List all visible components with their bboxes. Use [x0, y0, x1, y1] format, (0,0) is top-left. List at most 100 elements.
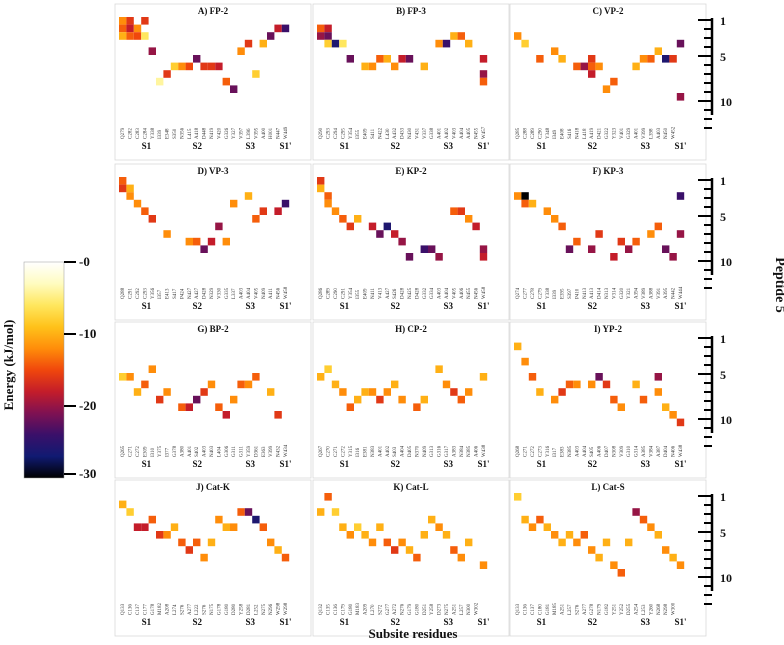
x-tick-label: V403 — [452, 127, 457, 139]
heatmap-cell — [442, 531, 451, 539]
x-tick-label: A388 — [649, 287, 654, 299]
x-tick-label: N385 — [568, 445, 573, 457]
heatmap-cell — [193, 395, 201, 404]
heatmap-cell — [324, 365, 332, 373]
x-tick-label: N430 — [408, 127, 413, 139]
heatmap-cell — [580, 62, 588, 71]
subsite-label: S2 — [588, 141, 598, 151]
heatmap-cell — [472, 222, 480, 231]
heatmap-cell — [391, 380, 399, 389]
heatmap-cell — [267, 388, 275, 396]
x-tick-label: C135 — [327, 604, 332, 615]
panel-frame — [114, 479, 312, 637]
subsite-label: S1' — [280, 459, 292, 469]
x-tick-label: E408 — [561, 128, 566, 139]
heatmap-cell — [632, 62, 640, 71]
heatmap-cell — [536, 55, 544, 63]
heatmap-cell — [126, 508, 134, 516]
x-tick-label: W444 — [679, 286, 684, 299]
heatmap-cell — [368, 222, 377, 231]
x-tick-label: G180 — [349, 603, 354, 615]
heatmap-cell — [156, 531, 164, 539]
x-tick-label: Q279 — [121, 127, 126, 139]
x-tick-label: I377 — [166, 447, 171, 457]
x-tick-label: A401 — [438, 127, 443, 139]
subsite-label: S2 — [588, 459, 598, 469]
x-tick-label: A277 — [583, 603, 588, 615]
subsite-label: S1' — [478, 617, 490, 627]
subsite-label: S1 — [537, 459, 547, 469]
subsite-label: S1' — [280, 141, 292, 151]
heatmap-cell — [193, 538, 201, 547]
x-tick-label: L257 — [460, 604, 465, 615]
heatmap-cell — [376, 230, 384, 238]
x-tick-label: D407 — [605, 445, 610, 457]
colorbar: -0 -10 -20 -30 — [23, 254, 96, 481]
x-tick-label: A418 — [195, 127, 200, 139]
x-tick-label: A272 — [393, 603, 398, 615]
heatmap-cell — [119, 500, 127, 509]
heatmap-cell — [324, 199, 332, 208]
heatmap-cell — [331, 39, 340, 48]
heatmap-cell — [528, 373, 537, 381]
heatmap-cell — [252, 515, 260, 524]
x-tick-label: G311 — [240, 446, 245, 457]
x-tick-label: E409 — [364, 288, 369, 299]
x-tick-label: C292 — [136, 288, 141, 299]
x-tick-label: L418 — [583, 128, 588, 139]
x-tick-label: N455 — [475, 127, 480, 139]
x-tick-label: A385 — [642, 445, 647, 457]
heatmap-cell — [354, 395, 362, 404]
x-tick-label: N456 — [475, 287, 480, 299]
heatmap-cell — [317, 32, 325, 40]
heatmap-cell — [346, 403, 354, 411]
heatmap-cell — [573, 237, 581, 246]
x-tick-label: C293 — [327, 128, 332, 139]
heatmap-cell — [669, 553, 677, 562]
heatmap-cell — [654, 222, 662, 231]
heatmap-cell — [435, 523, 443, 531]
heatmap-cell — [528, 523, 537, 531]
x-tick-label: N447 — [277, 127, 282, 139]
subsite-label: S1' — [280, 301, 292, 311]
x-tick-label: G179 — [408, 603, 413, 615]
heatmap-cell — [521, 39, 529, 48]
heatmap-cell — [669, 55, 677, 63]
heatmap-cell — [252, 373, 260, 381]
x-tick-label: S276 — [203, 604, 208, 615]
heatmap-cell — [514, 32, 522, 40]
heatmap-cell — [442, 380, 451, 389]
x-tick-label: N425 — [408, 287, 413, 299]
subsite-label: S1 — [142, 459, 152, 469]
x-tick-label: S405 — [590, 446, 595, 457]
heatmap-cell — [133, 32, 142, 40]
x-tick-label: A405 — [467, 127, 472, 139]
heatmap-cell — [119, 373, 127, 381]
heatmap-cell — [676, 561, 685, 569]
x-tick-label: C136 — [334, 604, 339, 615]
heatmap-cell — [148, 365, 156, 373]
heatmap-cell — [479, 55, 488, 63]
x-tick-label: A404 — [401, 445, 406, 457]
panel-title: C) VP-2 — [592, 6, 624, 16]
heatmap-cell — [230, 523, 238, 531]
subsite-label: S3 — [443, 301, 453, 311]
subsite-label: S1 — [142, 301, 152, 311]
x-tick-label: Y321 — [627, 287, 632, 299]
heatmap-cell — [420, 62, 428, 71]
subsite-label: S1' — [675, 617, 687, 627]
x-tick-label: D428 — [203, 287, 208, 299]
x-tick-label: Y323 — [612, 127, 617, 139]
heatmap-cell — [126, 192, 134, 200]
x-tick-label: E348 — [166, 128, 171, 139]
heatmap-cell — [339, 523, 347, 531]
heatmap-cell — [405, 253, 414, 261]
heatmap-cell — [676, 418, 685, 427]
heatmap-cell — [632, 508, 640, 516]
heatmap-cell — [346, 55, 354, 63]
heatmap-cell — [126, 373, 134, 381]
heatmap-cell — [639, 55, 648, 63]
heatmap-cell — [595, 553, 603, 562]
heatmap-cell — [207, 62, 216, 71]
